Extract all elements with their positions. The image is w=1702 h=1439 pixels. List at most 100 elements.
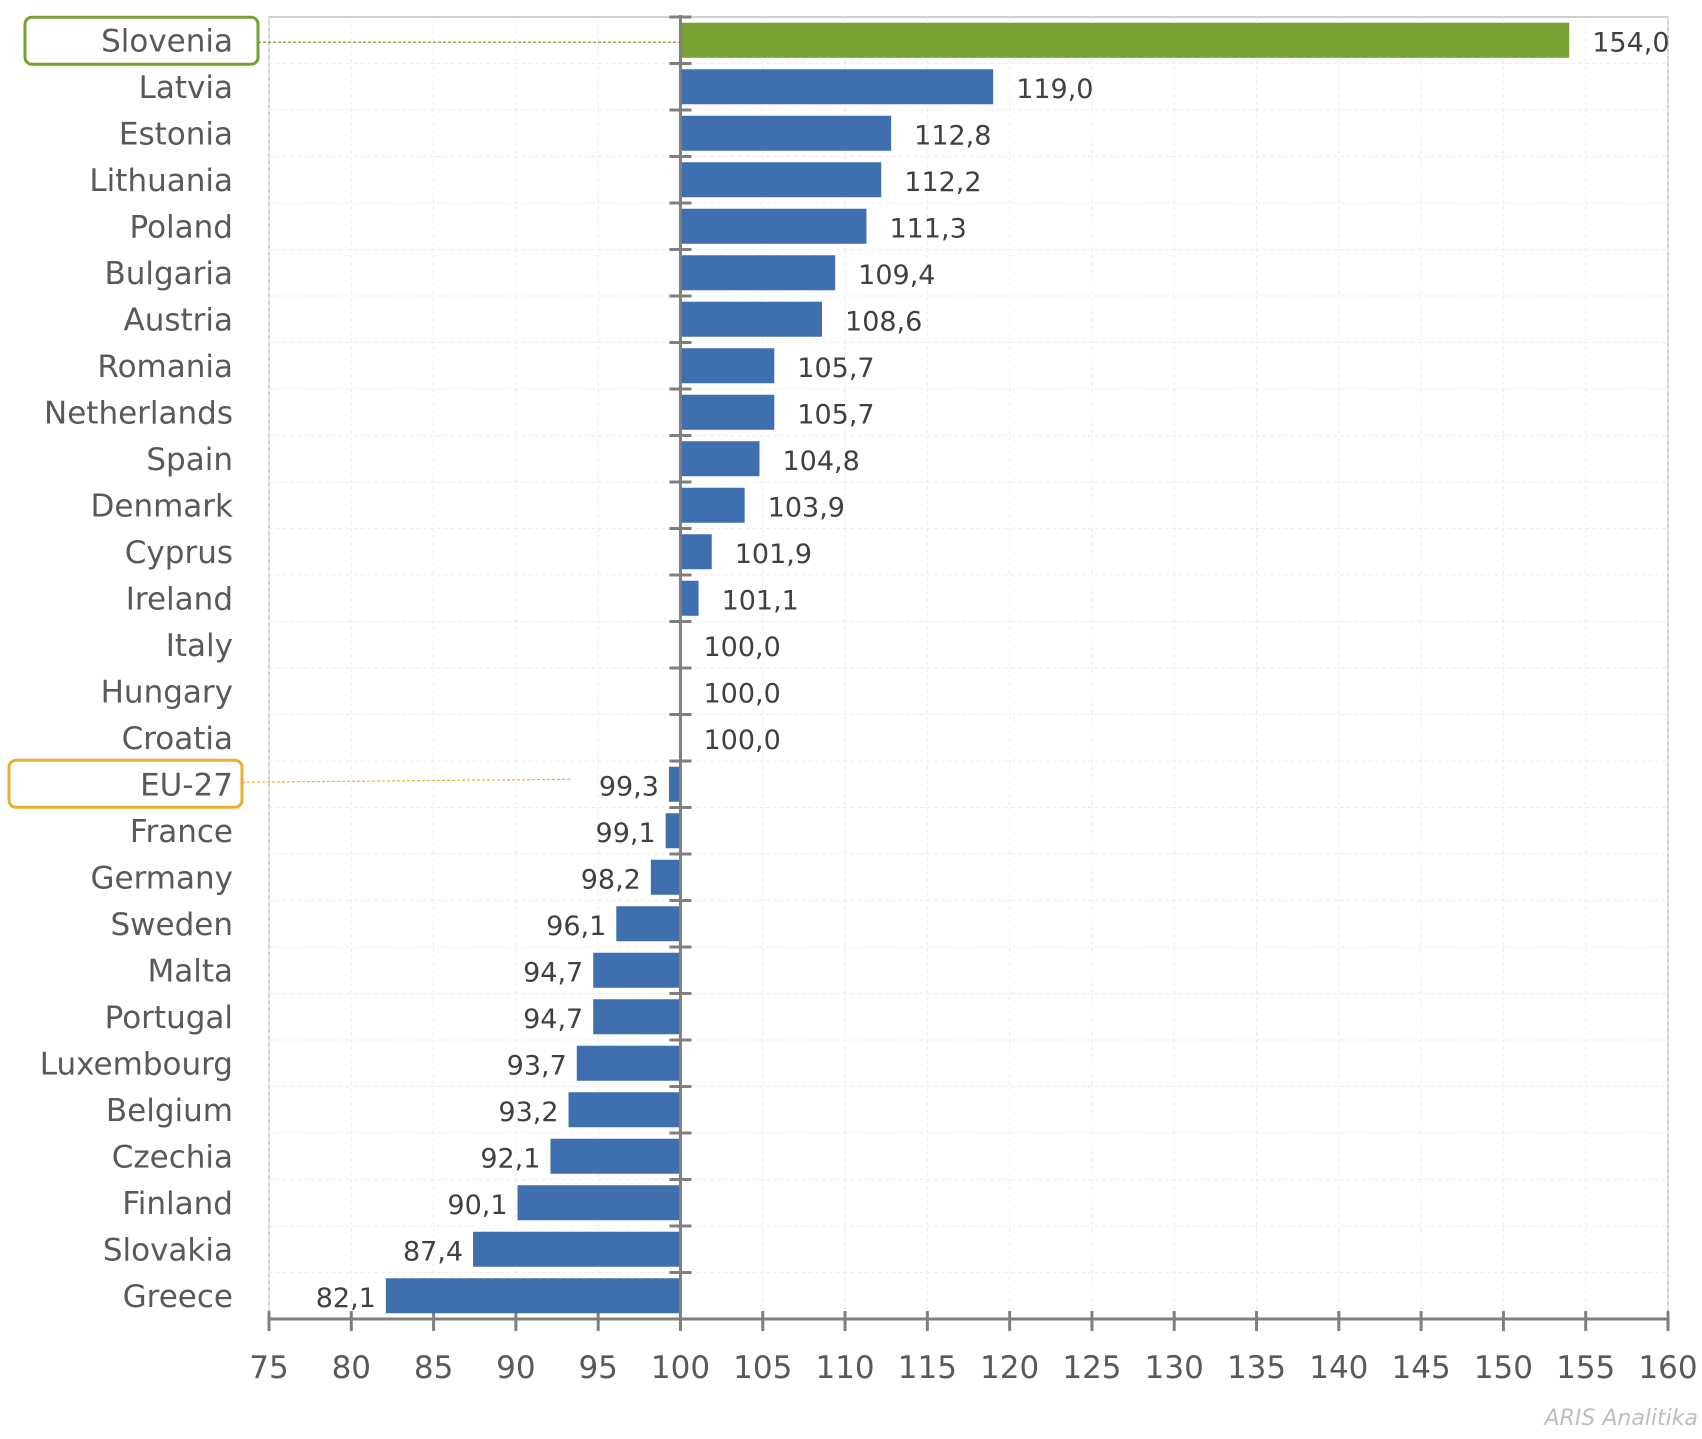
data-label: 94,7 <box>523 957 583 988</box>
x-tick-label: 160 <box>1638 1350 1697 1386</box>
data-label: 101,9 <box>735 539 812 570</box>
x-tick-label: 125 <box>1062 1350 1121 1386</box>
bar-france <box>665 813 681 849</box>
category-label: Finland <box>122 1186 233 1222</box>
data-label: 87,4 <box>403 1236 463 1267</box>
data-label: 100,0 <box>703 678 780 709</box>
bar-greece <box>385 1278 681 1314</box>
data-label: 105,7 <box>797 399 874 430</box>
x-tick-label: 140 <box>1309 1350 1368 1386</box>
data-label: 99,3 <box>599 771 659 802</box>
category-label: Ireland <box>126 581 233 617</box>
data-label: 93,7 <box>507 1050 567 1081</box>
data-label: 92,1 <box>480 1143 540 1174</box>
data-label: 112,2 <box>904 167 981 198</box>
eu27-leader-line <box>241 778 573 783</box>
data-label: 111,3 <box>889 213 966 244</box>
bar-cyprus <box>680 534 712 570</box>
category-label: Sweden <box>110 907 233 943</box>
bar-luxembourg <box>576 1045 681 1081</box>
data-label: 105,7 <box>797 353 874 384</box>
bar-germany <box>650 859 681 895</box>
data-label: 93,2 <box>498 1097 558 1128</box>
category-label: Cyprus <box>125 535 233 571</box>
category-label: Luxembourg <box>40 1046 233 1082</box>
data-label: 96,1 <box>546 911 606 942</box>
x-tick-label: 130 <box>1145 1350 1204 1386</box>
bar-denmark <box>680 487 745 523</box>
x-tick-label: 115 <box>898 1350 957 1386</box>
x-tick-label: 80 <box>332 1350 371 1386</box>
bar-belgium <box>568 1092 681 1128</box>
category-label: Poland <box>130 209 234 245</box>
x-tick-label: 75 <box>249 1350 288 1386</box>
bar-netherlands <box>680 394 775 430</box>
x-tick-label: 145 <box>1392 1350 1451 1386</box>
x-tick-label: 90 <box>496 1350 535 1386</box>
data-label: 112,8 <box>914 120 991 151</box>
category-label: Malta <box>147 953 233 989</box>
x-tick-label: 150 <box>1474 1350 1533 1386</box>
category-label: Belgium <box>106 1093 233 1129</box>
category-label: Estonia <box>119 116 233 152</box>
bar-sweden <box>616 906 681 942</box>
eu27-highlight-box <box>7 758 244 809</box>
data-label: 101,1 <box>722 585 799 616</box>
bar-poland <box>680 208 867 244</box>
x-tick-label: 85 <box>414 1350 453 1386</box>
data-label: 108,6 <box>845 306 922 337</box>
category-label: Germany <box>91 860 233 896</box>
category-label: Romania <box>97 349 233 385</box>
data-label: 104,8 <box>782 446 859 477</box>
plot-area <box>268 16 1669 1320</box>
data-label: 99,1 <box>596 818 656 849</box>
category-label: Netherlands <box>44 395 233 431</box>
data-label: 154,0 <box>1592 27 1669 58</box>
bar-finland <box>517 1185 681 1221</box>
category-label: Czechia <box>112 1139 233 1175</box>
x-tick-label: 135 <box>1227 1350 1286 1386</box>
data-label: 100,0 <box>703 632 780 663</box>
data-label: 98,2 <box>581 864 641 895</box>
x-tick-label: 100 <box>651 1350 710 1386</box>
bar-lithuania <box>680 162 882 198</box>
bar-portugal <box>593 999 681 1035</box>
x-tick-label: 110 <box>815 1350 874 1386</box>
category-label: Spain <box>146 442 233 478</box>
bar-romania <box>680 348 775 384</box>
bar-spain <box>680 441 760 477</box>
bar-estonia <box>680 115 892 151</box>
category-label: Denmark <box>91 488 234 524</box>
category-label: Bulgaria <box>104 256 233 292</box>
slovenia-highlight-box <box>23 15 260 66</box>
category-label: Italy <box>166 628 233 664</box>
data-label: 82,1 <box>316 1283 376 1314</box>
bar-czechia <box>550 1138 681 1174</box>
data-label: 100,0 <box>703 725 780 756</box>
x-tick-label: 120 <box>980 1350 1039 1386</box>
category-label: Slovenia <box>101 23 233 59</box>
category-label: Portugal <box>105 1000 233 1036</box>
category-label: Slovakia <box>103 1232 233 1268</box>
data-label: 90,1 <box>447 1190 507 1221</box>
category-label: Hungary <box>101 674 233 710</box>
x-tick-label: 95 <box>578 1350 617 1386</box>
category-label: Austria <box>123 302 233 338</box>
category-label: Croatia <box>122 721 233 757</box>
bar-austria <box>680 301 823 337</box>
category-label: Latvia <box>139 70 233 106</box>
bar-latvia <box>680 69 994 105</box>
x-tick-label: 155 <box>1556 1350 1615 1386</box>
data-label: 103,9 <box>768 492 845 523</box>
data-label: 94,7 <box>523 1004 583 1035</box>
bar-bulgaria <box>680 255 836 291</box>
x-tick-label: 105 <box>733 1350 792 1386</box>
data-label: 119,0 <box>1016 74 1093 105</box>
category-label: EU-27 <box>140 767 233 803</box>
bar-eu-27 <box>668 766 681 802</box>
bar-malta <box>593 952 681 988</box>
bar-ireland <box>680 580 699 616</box>
bar-slovenia <box>680 22 1570 58</box>
category-label: Greece <box>123 1279 233 1315</box>
category-label: France <box>130 814 233 850</box>
